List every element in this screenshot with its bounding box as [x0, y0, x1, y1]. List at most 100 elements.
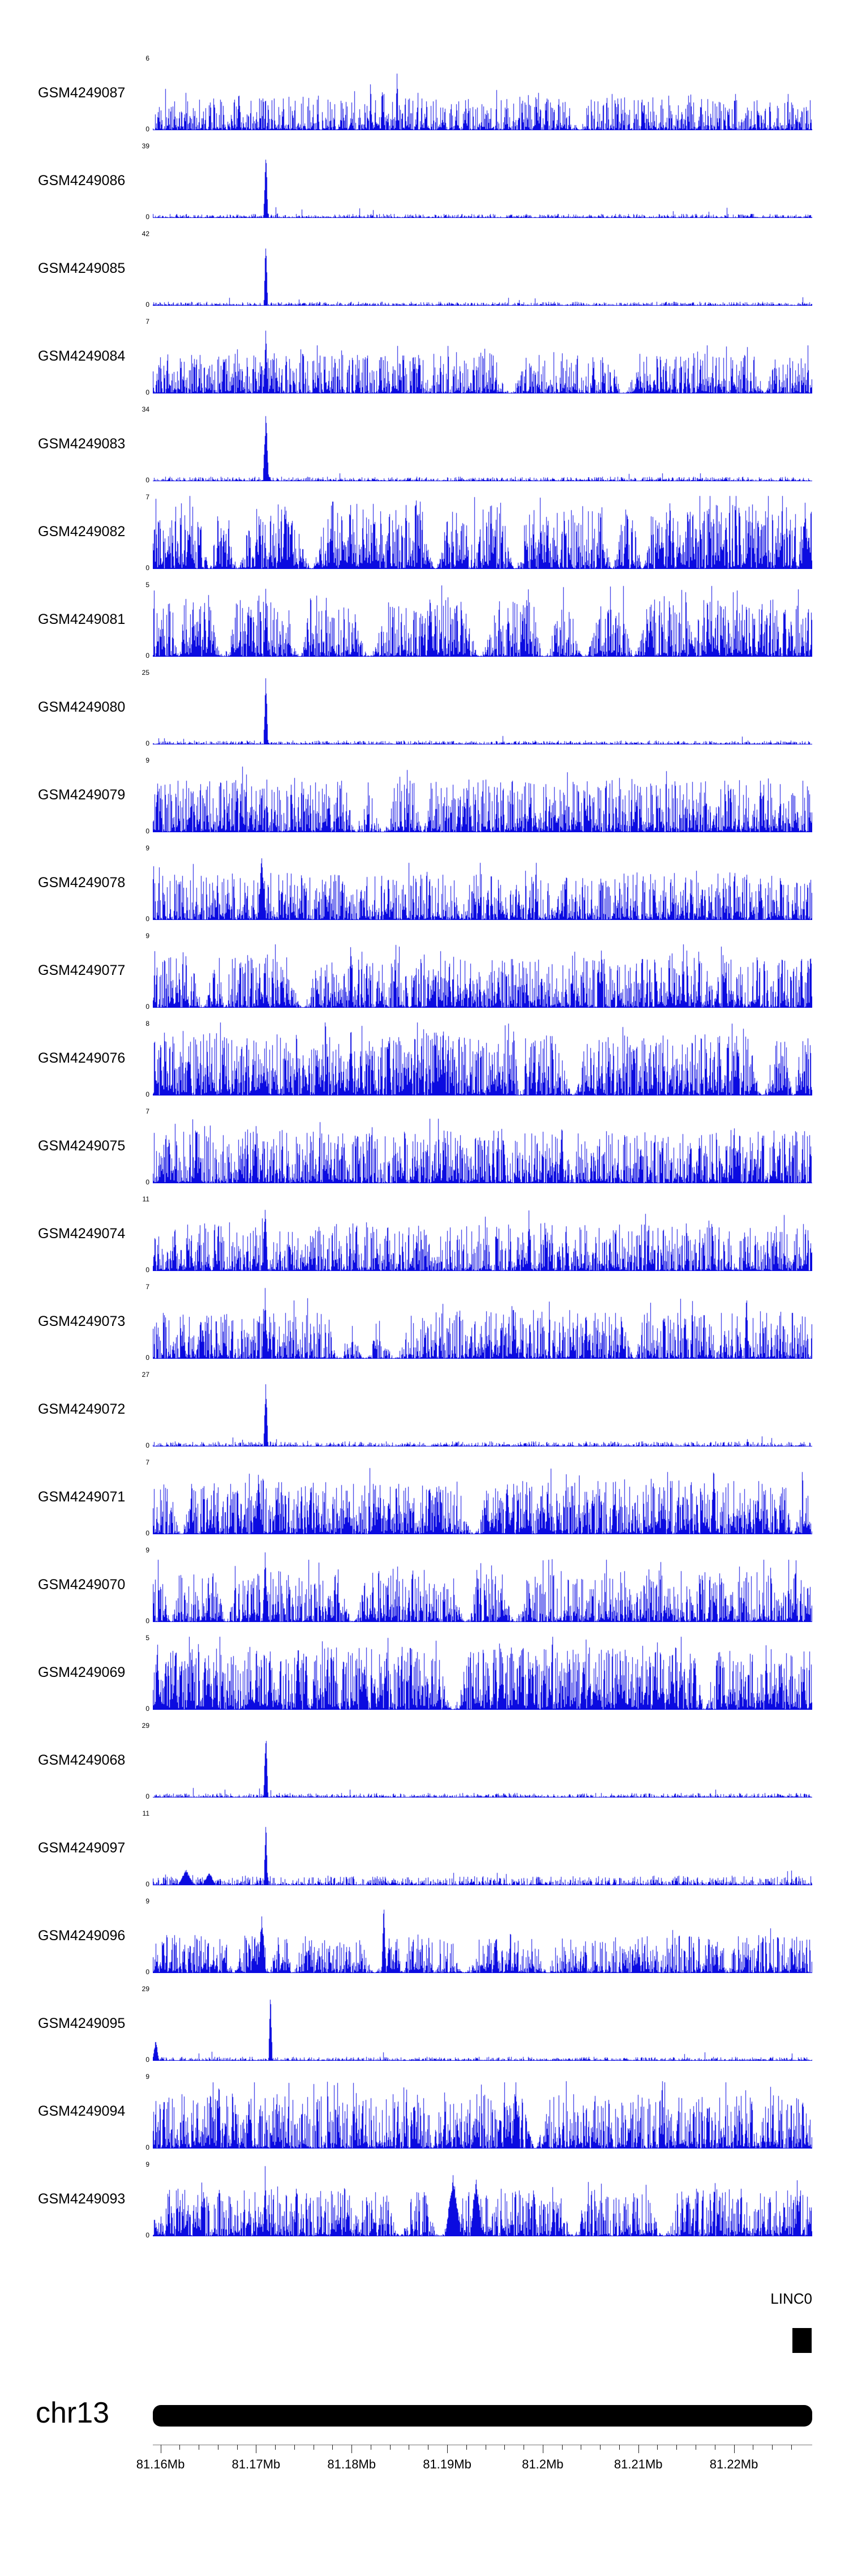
axis-tick-label: 81.22Mb — [709, 2457, 758, 2471]
track-label: GSM4249070 — [38, 1577, 126, 1593]
track-ymax-label: 7 — [145, 318, 149, 326]
track-ymax-label: 9 — [145, 844, 149, 852]
track-ymax-label: 11 — [142, 1809, 149, 1817]
axis-minor-tick — [389, 2445, 391, 2450]
track-ymin-label: 0 — [145, 1617, 149, 1625]
track-signal-canvas — [153, 1197, 812, 1271]
track-signal-canvas — [153, 1724, 812, 1798]
track-ymax-label: 25 — [142, 669, 149, 677]
track-ymin-label: 0 — [145, 1441, 149, 1449]
track-signal-canvas — [153, 320, 812, 393]
track-ymin-label: 0 — [145, 1178, 149, 1186]
chromosome-label: chr13 — [36, 2397, 110, 2429]
track-signal-canvas — [153, 1812, 812, 1885]
axis-minor-tick — [332, 2445, 333, 2450]
chromosome-ideogram — [153, 2405, 812, 2427]
track-row: GSM4249070 9 0 — [0, 1546, 849, 1625]
track-signal-canvas — [153, 1987, 812, 2061]
track-label: GSM4249076 — [38, 1050, 126, 1066]
axis-tick-label: 81.16Mb — [136, 2457, 185, 2471]
track-row: GSM4249087 6 0 — [0, 54, 849, 133]
track-ymin-label: 0 — [145, 564, 149, 572]
track-ymax-label: 11 — [142, 1195, 149, 1203]
track-signal-canvas — [153, 408, 812, 481]
track-row: GSM4249096 9 0 — [0, 1897, 849, 1975]
track-label: GSM4249082 — [38, 524, 126, 540]
track-signal-canvas — [153, 1461, 812, 1534]
axis-tick-label: 81.17Mb — [231, 2457, 281, 2471]
track-ymin-label: 0 — [145, 1266, 149, 1274]
track-ymin-label: 0 — [145, 827, 149, 835]
track-ymin-label: 0 — [145, 1090, 149, 1098]
track-ymin-label: 0 — [145, 1705, 149, 1713]
track-row: GSM4249095 29 0 — [0, 1985, 849, 2064]
axis-minor-tick — [619, 2445, 620, 2450]
track-signal-canvas — [153, 1636, 812, 1710]
track-ymin-label: 0 — [145, 125, 149, 133]
track-ymax-label: 9 — [145, 756, 149, 764]
track-label: GSM4249068 — [38, 1752, 126, 1768]
track-label: GSM4249094 — [38, 2103, 126, 2119]
track-label: GSM4249072 — [38, 1401, 126, 1417]
track-ymax-label: 27 — [142, 1371, 149, 1379]
track-label: GSM4249085 — [38, 260, 126, 276]
track-ymin-label: 0 — [145, 2143, 149, 2151]
track-signal-canvas — [153, 232, 812, 306]
track-label: GSM4249083 — [38, 436, 126, 452]
track-ymax-label: 6 — [145, 54, 149, 62]
track-row: GSM4249069 5 0 — [0, 1634, 849, 1713]
track-label: GSM4249096 — [38, 1928, 126, 1944]
track-row: GSM4249083 34 0 — [0, 405, 849, 483]
track-label: GSM4249084 — [38, 348, 126, 364]
axis-tick-label: 81.19Mb — [423, 2457, 471, 2471]
axis-tick-label: 81.2Mb — [522, 2457, 564, 2471]
track-signal-canvas — [153, 1548, 812, 1622]
axis-major-tick — [447, 2445, 448, 2453]
track-ymax-label: 9 — [145, 932, 149, 940]
track-ymax-label: 7 — [145, 1458, 149, 1466]
axis-minor-tick — [600, 2445, 601, 2450]
track-label: GSM4249073 — [38, 1313, 126, 1329]
track-label: GSM4249078 — [38, 875, 126, 891]
axis-major-tick — [638, 2445, 639, 2453]
track-signal-canvas — [153, 759, 812, 832]
gene-label: LINC0 — [770, 2290, 812, 2307]
track-ymax-label: 9 — [145, 1546, 149, 1554]
track-label: GSM4249075 — [38, 1138, 126, 1154]
track-signal-canvas — [153, 144, 812, 218]
track-row: GSM4249085 42 0 — [0, 230, 849, 309]
track-ymin-label: 0 — [145, 213, 149, 221]
track-label: GSM4249081 — [38, 611, 126, 627]
track-ymin-label: 0 — [145, 1529, 149, 1537]
axis-minor-tick — [179, 2445, 181, 2450]
track-row: GSM4249082 7 0 — [0, 493, 849, 572]
track-row: GSM4249071 7 0 — [0, 1458, 849, 1537]
track-ymax-label: 8 — [145, 1020, 149, 1028]
track-ymax-label: 34 — [142, 405, 149, 413]
axis-tick-label: 81.21Mb — [614, 2457, 663, 2471]
axis-minor-tick — [504, 2445, 505, 2450]
track-ymax-label: 42 — [142, 230, 149, 238]
track-row: GSM4249073 7 0 — [0, 1283, 849, 1361]
track-ymax-label: 7 — [145, 1283, 149, 1291]
track-signal-canvas — [153, 1022, 812, 1096]
track-label: GSM4249069 — [38, 1664, 126, 1680]
axis-minor-tick — [561, 2445, 563, 2450]
track-ymin-label: 0 — [145, 2056, 149, 2064]
track-row: GSM4249080 25 0 — [0, 669, 849, 747]
track-ymax-label: 9 — [145, 1897, 149, 1905]
track-signal-canvas — [153, 583, 812, 657]
axis-minor-tick — [676, 2445, 678, 2450]
track-ymin-label: 0 — [145, 301, 149, 309]
track-signal-canvas — [153, 2163, 812, 2236]
track-ymax-label: 7 — [145, 493, 149, 501]
axis-major-tick — [351, 2445, 353, 2453]
axis-minor-tick — [237, 2445, 238, 2450]
track-ymin-label: 0 — [145, 388, 149, 396]
axis-minor-tick — [657, 2445, 658, 2450]
track-signal-canvas — [153, 1110, 812, 1183]
track-ymax-label: 29 — [142, 1985, 149, 1993]
track-row: GSM4249086 39 0 — [0, 143, 849, 221]
track-row: GSM4249084 7 0 — [0, 318, 849, 396]
